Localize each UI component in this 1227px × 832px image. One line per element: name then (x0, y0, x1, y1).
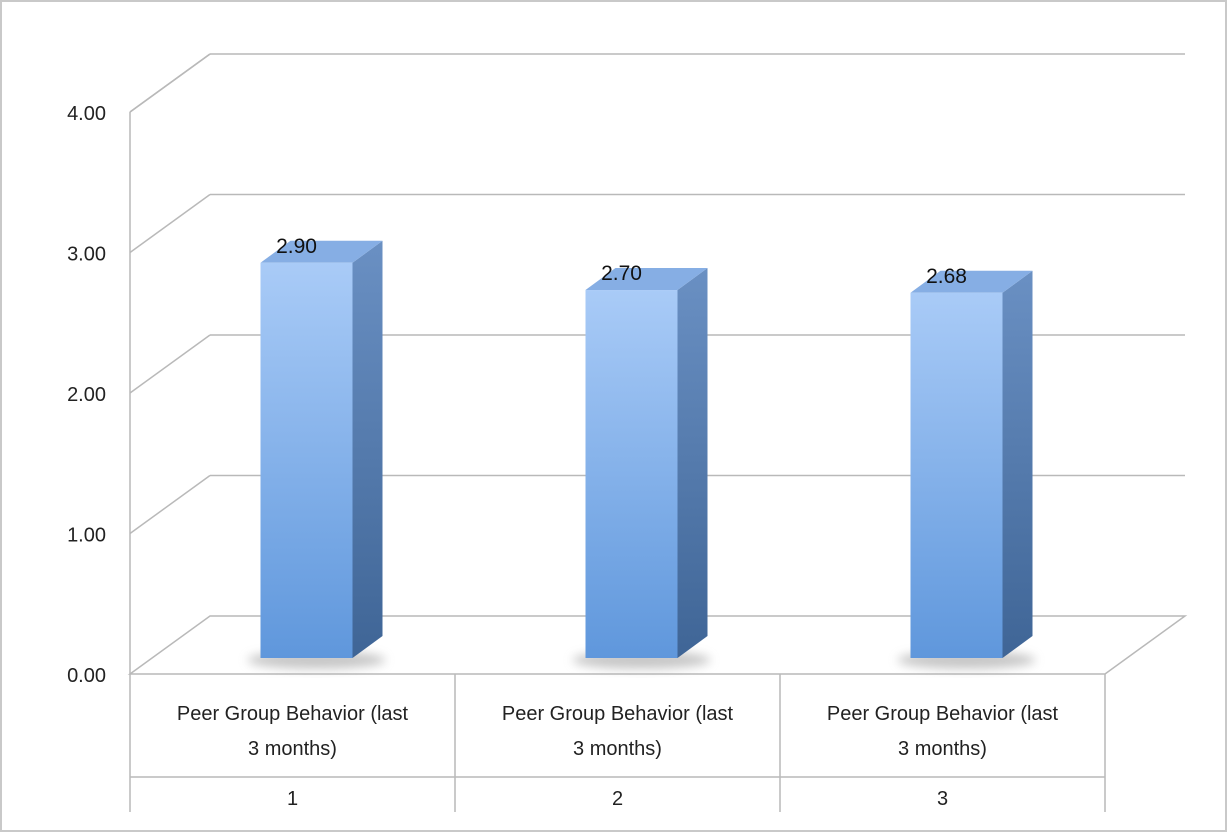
y-tick-label: 2.00 (67, 384, 106, 406)
bar-side (677, 268, 708, 658)
category-label: Peer Group Behavior (last (502, 703, 734, 725)
category-label: Peer Group Behavior (last (827, 703, 1059, 725)
labels: 0.00 1.00 2.00 3.00 4.00 2.90 2.70 2.68 Peer Gro… (67, 103, 1058, 810)
data-label: 2.68 (926, 265, 967, 288)
bar (910, 292, 1003, 658)
bar-top (585, 268, 708, 291)
category-group-label: 3 (937, 788, 948, 810)
category-group-label: 2 (612, 788, 623, 810)
bar-top (260, 240, 383, 263)
data-label: 2.90 (276, 235, 317, 258)
bars (247, 240, 1036, 669)
y-tick-label: 4.00 (67, 103, 106, 125)
bar-side (1002, 270, 1033, 658)
axes (127, 53, 1188, 812)
bar-top (910, 270, 1033, 293)
data-label: 2.70 (601, 262, 642, 285)
y-tick-label: 1.00 (67, 525, 106, 547)
y-tick-label: 3.00 (67, 244, 106, 266)
category-label: 3 months) (898, 738, 987, 760)
bar (585, 290, 678, 658)
category-label: 3 months) (573, 738, 662, 760)
bar (260, 262, 353, 658)
bar-side (352, 240, 383, 658)
gridline-side (129, 193, 211, 254)
category-label: 3 months) (248, 738, 337, 760)
y-tick-label: 0.00 (67, 665, 106, 687)
category-label: Peer Group Behavior (last (177, 703, 409, 725)
category-group-label: 1 (287, 788, 298, 810)
gridline-side (129, 334, 211, 394)
gridline-side (129, 474, 211, 535)
y-axis-top-edge (129, 53, 211, 113)
